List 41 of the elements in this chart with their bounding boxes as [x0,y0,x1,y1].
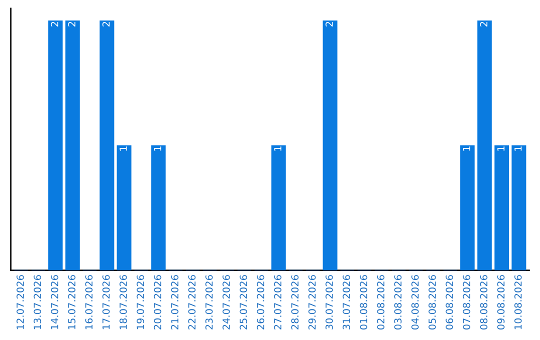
x-tick-label: 26.07.2026 [256,275,264,330]
x-tick-label: 14.07.2026 [50,275,58,330]
x-tick-label: 21.07.2026 [171,275,178,330]
x-tick-label: 01.08.2026 [360,275,368,330]
data-label: 2 [102,22,110,26]
x-tick-label: 27.07.2026 [274,275,282,330]
x-tick-label: 22.07.2026 [188,275,196,330]
x-tick-label: 28.07.2026 [291,275,299,330]
x-tick-label: 12.07.2026 [16,275,24,330]
x-tick-label: 05.08.2026 [428,275,436,330]
x-tick-label: 03.08.2026 [394,275,402,330]
x-tick-label: 08.08.2026 [480,275,488,330]
x-tick-label: 29.07.2026 [308,275,316,330]
x-tick-label: 25.07.2026 [240,275,248,330]
data-label: 1 [497,146,504,151]
x-tick-label: 13.07.2026 [34,275,42,330]
data-label: 2 [326,22,333,26]
x-tick-label: 18.07.2026 [120,275,127,330]
x-tick-label: 04.08.2026 [411,275,419,330]
x-tick-label: 10.08.2026 [514,275,522,330]
x-tick-label: 23.07.2026 [205,275,213,330]
data-label: 2 [480,22,488,26]
x-tick-label: 17.07.2026 [102,275,110,330]
x-tick-label: 15.07.2026 [68,275,76,330]
data-label: 2 [50,22,58,26]
data-label: 1 [120,146,127,151]
data-label: 1 [154,146,162,151]
x-tick-label: 31.07.2026 [342,275,350,330]
x-tick-label: 06.08.2026 [446,275,454,330]
x-tick-label: 07.08.2026 [462,275,470,330]
data-label: 2 [68,22,76,26]
x-tick-label: 16.07.2026 [85,275,93,330]
x-tick-label: 20.07.2026 [154,275,162,330]
x-tick-label: 30.07.2026 [326,275,333,330]
data-label: 1 [514,146,522,151]
data-label: 1 [274,146,282,151]
x-tick-label: 24.07.2026 [222,275,230,330]
x-tick-label: 19.07.2026 [136,275,144,330]
x-tick-label: 02.08.2026 [377,275,384,330]
data-label: 1 [463,146,470,151]
x-tick-label: 09.08.2026 [497,275,505,330]
